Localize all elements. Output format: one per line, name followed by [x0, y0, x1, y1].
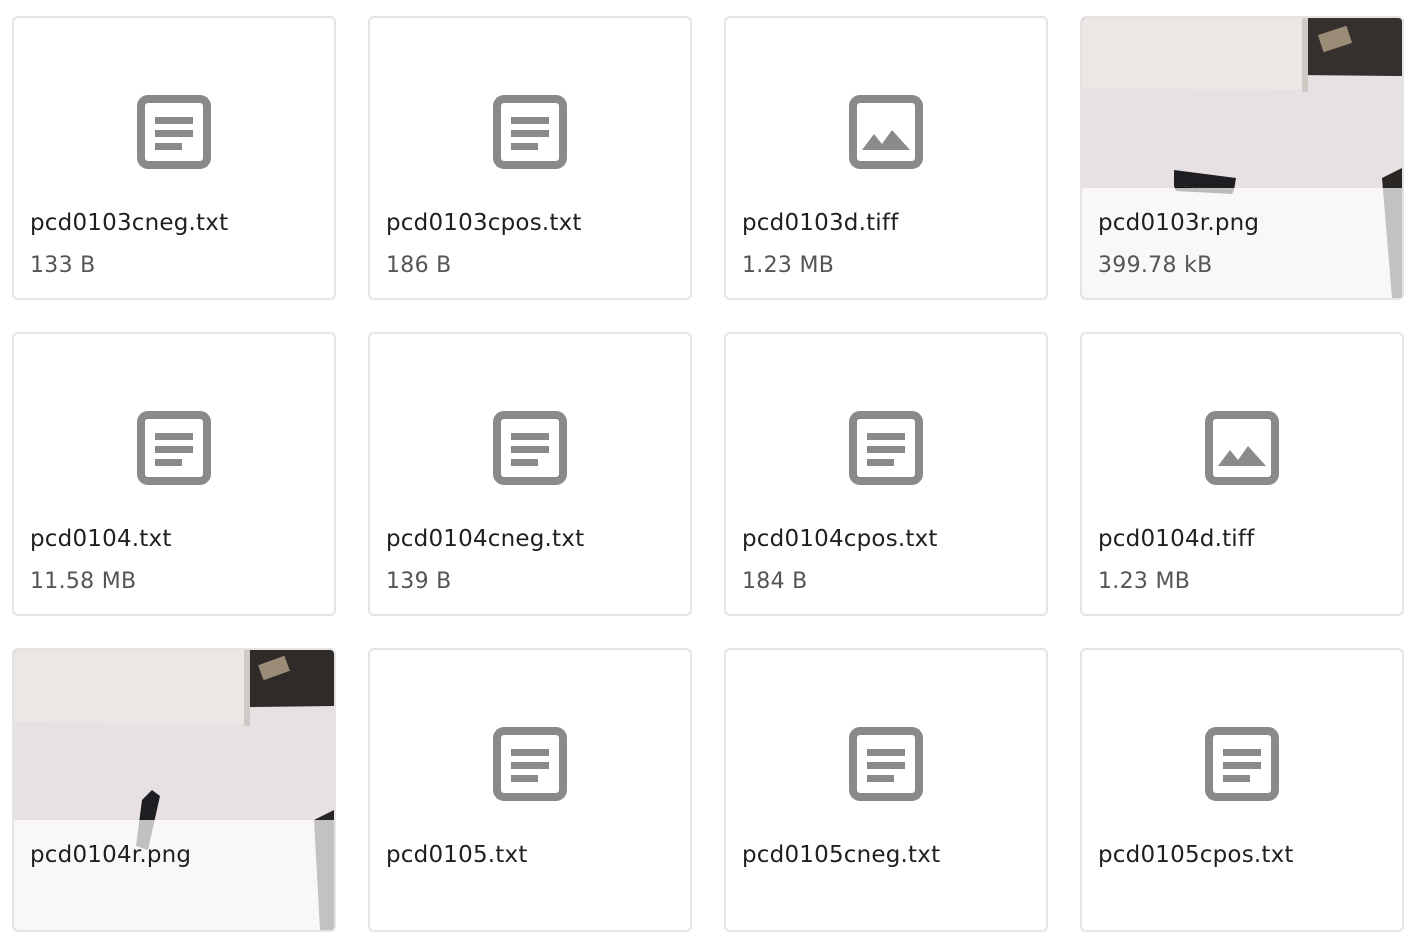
- file-info: pcd0104.txt 11.58 MB: [14, 504, 334, 614]
- file-name: pcd0103r.png: [1098, 210, 1260, 236]
- file-size: 186 B: [386, 253, 452, 278]
- file-name: pcd0104d.tiff: [1098, 526, 1255, 552]
- file-size: 399.78 kB: [1098, 253, 1213, 278]
- file-info: pcd0105cpos.txt: [1082, 820, 1402, 930]
- file-info: pcd0104cpos.txt 184 B: [726, 504, 1046, 614]
- file-name: pcd0104.txt: [30, 526, 172, 552]
- file-name: pcd0105cneg.txt: [742, 842, 941, 868]
- file-card[interactable]: pcd0104d.tiff 1.23 MB: [1080, 332, 1404, 616]
- file-info: pcd0105cneg.txt: [726, 820, 1046, 930]
- file-name: pcd0103d.tiff: [742, 210, 899, 236]
- document-icon: [726, 410, 1046, 486]
- file-info: pcd0103cneg.txt 133 B: [14, 188, 334, 298]
- document-icon: [370, 410, 690, 486]
- file-card[interactable]: pcd0105cpos.txt: [1080, 648, 1404, 932]
- file-card[interactable]: pcd0105cneg.txt: [724, 648, 1048, 932]
- document-icon: [370, 94, 690, 170]
- file-info: pcd0103r.png 399.78 kB: [1082, 188, 1402, 298]
- file-info: pcd0105.txt: [370, 820, 690, 930]
- file-card[interactable]: pcd0105.txt: [368, 648, 692, 932]
- image-icon: [1082, 410, 1402, 486]
- file-size: 139 B: [386, 569, 452, 594]
- document-icon: [14, 410, 334, 486]
- file-name: pcd0105.txt: [386, 842, 528, 868]
- file-info: pcd0104d.tiff 1.23 MB: [1082, 504, 1402, 614]
- file-card[interactable]: pcd0104.txt 11.58 MB: [12, 332, 336, 616]
- file-size: 184 B: [742, 569, 808, 594]
- file-name: pcd0103cpos.txt: [386, 210, 582, 236]
- file-name: pcd0104cneg.txt: [386, 526, 585, 552]
- file-card[interactable]: pcd0104cpos.txt 184 B: [724, 332, 1048, 616]
- file-info: pcd0104r.png: [14, 820, 334, 930]
- file-grid: pcd0103cneg.txt 133 B pcd0103cpos.txt 18…: [12, 16, 1404, 932]
- file-name: pcd0105cpos.txt: [1098, 842, 1294, 868]
- image-icon: [726, 94, 1046, 170]
- document-icon: [726, 726, 1046, 802]
- file-card[interactable]: pcd0104cneg.txt 139 B: [368, 332, 692, 616]
- file-info: pcd0104cneg.txt 139 B: [370, 504, 690, 614]
- file-size: 1.23 MB: [1098, 569, 1191, 594]
- file-size: 133 B: [30, 253, 96, 278]
- file-card[interactable]: pcd0103d.tiff 1.23 MB: [724, 16, 1048, 300]
- file-info: pcd0103d.tiff 1.23 MB: [726, 188, 1046, 298]
- file-info: pcd0103cpos.txt 186 B: [370, 188, 690, 298]
- file-card[interactable]: pcd0104r.png: [12, 648, 336, 932]
- file-name: pcd0103cneg.txt: [30, 210, 229, 236]
- file-name: pcd0104r.png: [30, 842, 192, 868]
- file-card[interactable]: pcd0103r.png 399.78 kB: [1080, 16, 1404, 300]
- document-icon: [14, 94, 334, 170]
- file-card[interactable]: pcd0103cpos.txt 186 B: [368, 16, 692, 300]
- file-name: pcd0104cpos.txt: [742, 526, 938, 552]
- document-icon: [1082, 726, 1402, 802]
- document-icon: [370, 726, 690, 802]
- file-size: 1.23 MB: [742, 253, 835, 278]
- file-card[interactable]: pcd0103cneg.txt 133 B: [12, 16, 336, 300]
- file-size: 11.58 MB: [30, 569, 137, 594]
